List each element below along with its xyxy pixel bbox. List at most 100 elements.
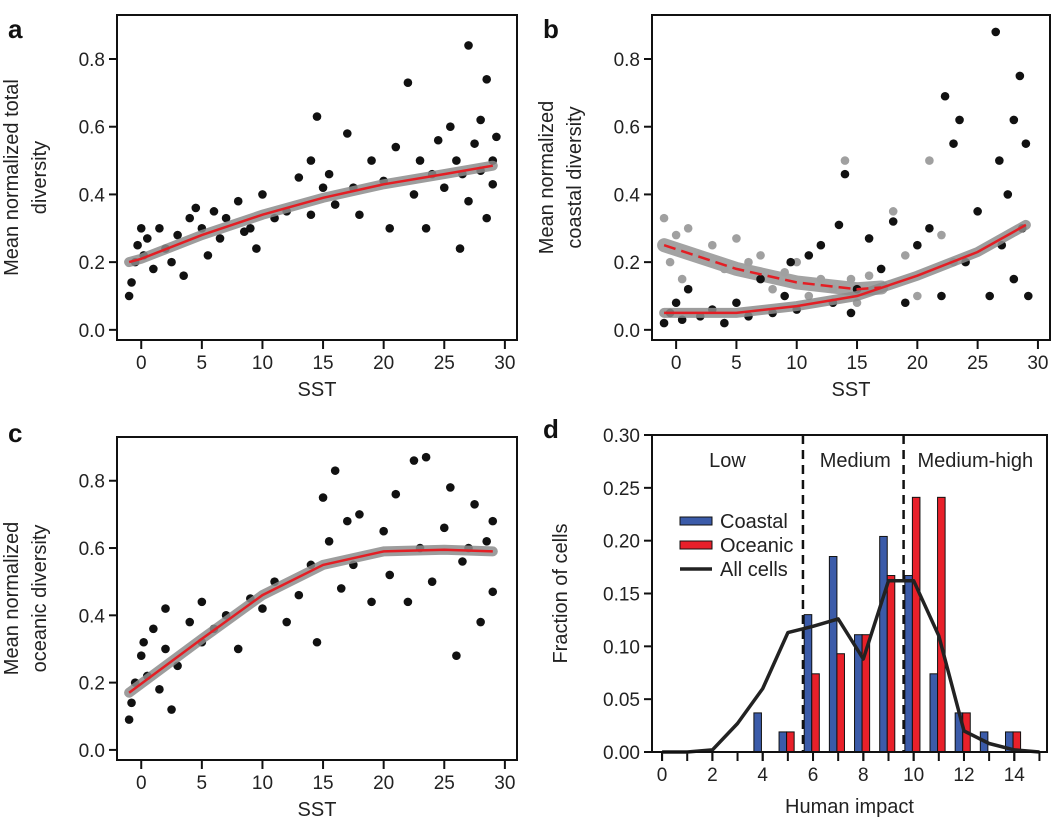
x-axis-label: SST bbox=[298, 379, 337, 401]
data-point bbox=[937, 291, 946, 301]
data-point bbox=[133, 240, 142, 250]
x-tick-label: 6 bbox=[808, 765, 819, 786]
y-tick-label: 0.8 bbox=[79, 50, 105, 71]
data-point bbox=[312, 112, 322, 121]
legend-label-all-cells: All cells bbox=[720, 559, 788, 581]
x-tick-label: 14 bbox=[1004, 765, 1026, 786]
data-point bbox=[306, 210, 316, 220]
data-point bbox=[488, 179, 498, 189]
data-point bbox=[846, 308, 856, 318]
y-tick-label: 0.00 bbox=[603, 743, 640, 764]
x-tick-label: 20 bbox=[373, 773, 394, 794]
x-tick-label: 30 bbox=[494, 773, 515, 794]
x-tick-label: 2 bbox=[707, 765, 718, 786]
data-point bbox=[476, 617, 485, 627]
data-point bbox=[464, 41, 473, 50]
data-point bbox=[1023, 291, 1033, 301]
x-tick-label: 10 bbox=[252, 773, 273, 794]
data-point bbox=[167, 257, 176, 267]
grey-point bbox=[708, 240, 717, 250]
y-tick-label: 0.6 bbox=[79, 539, 105, 560]
data-point bbox=[139, 637, 148, 647]
data-point bbox=[925, 223, 934, 233]
data-point bbox=[1009, 274, 1019, 284]
x-tick-label: 15 bbox=[312, 353, 333, 374]
x-tick-label: 15 bbox=[846, 353, 867, 374]
data-point bbox=[470, 139, 479, 148]
panel-c: c 0.0 0.2 0.4 0.6 0.8 0 5 10 15 20 25 30 SST Mean norm… bbox=[1, 418, 518, 821]
data-point bbox=[671, 298, 681, 308]
data-point bbox=[439, 523, 449, 533]
plot-frame bbox=[651, 14, 1051, 341]
y-tick-label: 0.6 bbox=[79, 118, 105, 139]
data-point bbox=[409, 190, 419, 199]
data-point bbox=[756, 274, 765, 284]
y-axis-label: coastal diversity bbox=[564, 106, 586, 248]
grey-point bbox=[888, 207, 898, 216]
data-point bbox=[455, 244, 465, 253]
data-point bbox=[1003, 190, 1013, 199]
data-point bbox=[482, 213, 491, 223]
data-point bbox=[421, 223, 431, 233]
x-tick-label: 30 bbox=[1027, 353, 1048, 374]
grey-point bbox=[665, 257, 675, 267]
grey-point bbox=[768, 284, 777, 294]
bar-coastal bbox=[929, 673, 939, 753]
x-tick-label: 5 bbox=[731, 353, 742, 374]
fit-line bbox=[128, 548, 493, 694]
data-point bbox=[149, 624, 158, 634]
x-tick-label: 8 bbox=[858, 765, 869, 786]
data-point bbox=[458, 557, 467, 566]
bar-oceanic bbox=[937, 496, 946, 753]
x-tick-label: 0 bbox=[136, 353, 147, 374]
data-point bbox=[1015, 71, 1025, 81]
grey-point bbox=[732, 234, 741, 243]
data-point bbox=[367, 156, 376, 165]
data-point bbox=[492, 132, 501, 142]
y-tick-label: 0.4 bbox=[614, 185, 641, 206]
data-point bbox=[161, 644, 170, 654]
data-point bbox=[221, 213, 231, 223]
data-point bbox=[427, 577, 437, 586]
y-tick-label: 0.2 bbox=[614, 253, 640, 274]
x-tick-label: 10 bbox=[786, 353, 807, 374]
data-point bbox=[161, 604, 170, 613]
grey-point bbox=[840, 156, 850, 165]
data-point bbox=[732, 298, 741, 308]
data-point bbox=[136, 223, 146, 233]
data-point bbox=[1009, 115, 1019, 125]
x-tick-label: 0 bbox=[657, 765, 668, 786]
data-point bbox=[143, 234, 152, 243]
data-point bbox=[433, 135, 443, 145]
y-axis-label: Mean normalized bbox=[1, 522, 23, 675]
x-tick-label: 25 bbox=[434, 773, 455, 794]
data-point bbox=[318, 183, 328, 192]
x-tick-label: 25 bbox=[434, 353, 455, 374]
data-point bbox=[995, 156, 1004, 165]
bar-coastal bbox=[803, 614, 813, 753]
x-axis-label: SST bbox=[298, 799, 337, 821]
plot-frame bbox=[116, 436, 518, 761]
y-axis-label: oceanic diversity bbox=[29, 525, 51, 673]
bar-oceanic bbox=[811, 673, 820, 753]
data-point bbox=[940, 91, 950, 101]
data-point bbox=[780, 291, 789, 301]
x-tick-label: 12 bbox=[953, 765, 974, 786]
grey-point bbox=[792, 257, 802, 267]
legend-swatch-coastal bbox=[679, 516, 713, 526]
grey-point bbox=[925, 156, 934, 165]
grey-point bbox=[720, 264, 729, 274]
grey-point bbox=[659, 213, 669, 223]
data-point bbox=[470, 499, 479, 509]
data-point bbox=[391, 489, 401, 499]
y-tick-label: 0.20 bbox=[603, 532, 640, 553]
data-point bbox=[155, 223, 164, 233]
x-tick-label: 0 bbox=[136, 773, 147, 794]
grey-point bbox=[804, 291, 814, 301]
data-point bbox=[816, 240, 826, 250]
y-tick-label: 0.15 bbox=[603, 585, 640, 606]
x-tick-label: 4 bbox=[757, 765, 768, 786]
data-point bbox=[804, 251, 814, 260]
data-point bbox=[324, 537, 334, 546]
x-tick-label: 5 bbox=[197, 353, 208, 374]
